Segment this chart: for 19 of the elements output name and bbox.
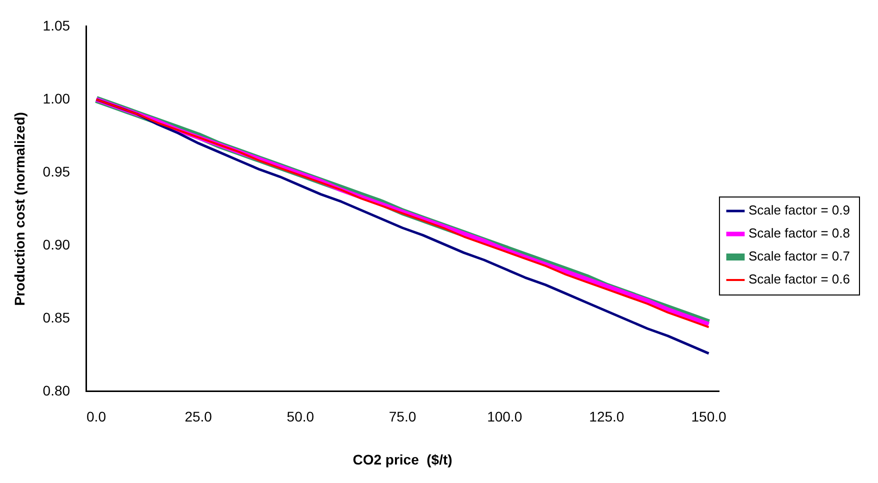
legend-label: Scale factor = 0.7: [748, 248, 850, 264]
y-tick-label: 0.95: [42, 163, 70, 180]
x-tick-label: 50.0: [286, 408, 314, 425]
y-tick-label: 0.80: [42, 382, 70, 398]
x-tick-label: 150.0: [691, 408, 726, 425]
x-tick-label: 100.0: [487, 408, 522, 425]
x-tick-label: 75.0: [388, 408, 416, 425]
legend-label: Scale factor = 0.8: [748, 226, 850, 241]
y-tick-label: 1.00: [42, 90, 70, 106]
y-tick-label: 0.85: [42, 309, 70, 326]
y-tick-label: 1.05: [42, 17, 70, 34]
x-axis-title: CO2 price ($/t): [352, 451, 452, 468]
y-tick-label: 0.90: [42, 236, 70, 252]
x-tick-label: 25.0: [184, 408, 212, 425]
y-axis-title: Production cost (normalized): [11, 112, 28, 306]
legend-label: Scale factor = 0.9: [748, 202, 850, 218]
legend-label: Scale factor = 0.6: [748, 272, 850, 287]
x-tick-label: 125.0: [589, 408, 624, 425]
x-tick-label: 0.0: [86, 408, 106, 425]
